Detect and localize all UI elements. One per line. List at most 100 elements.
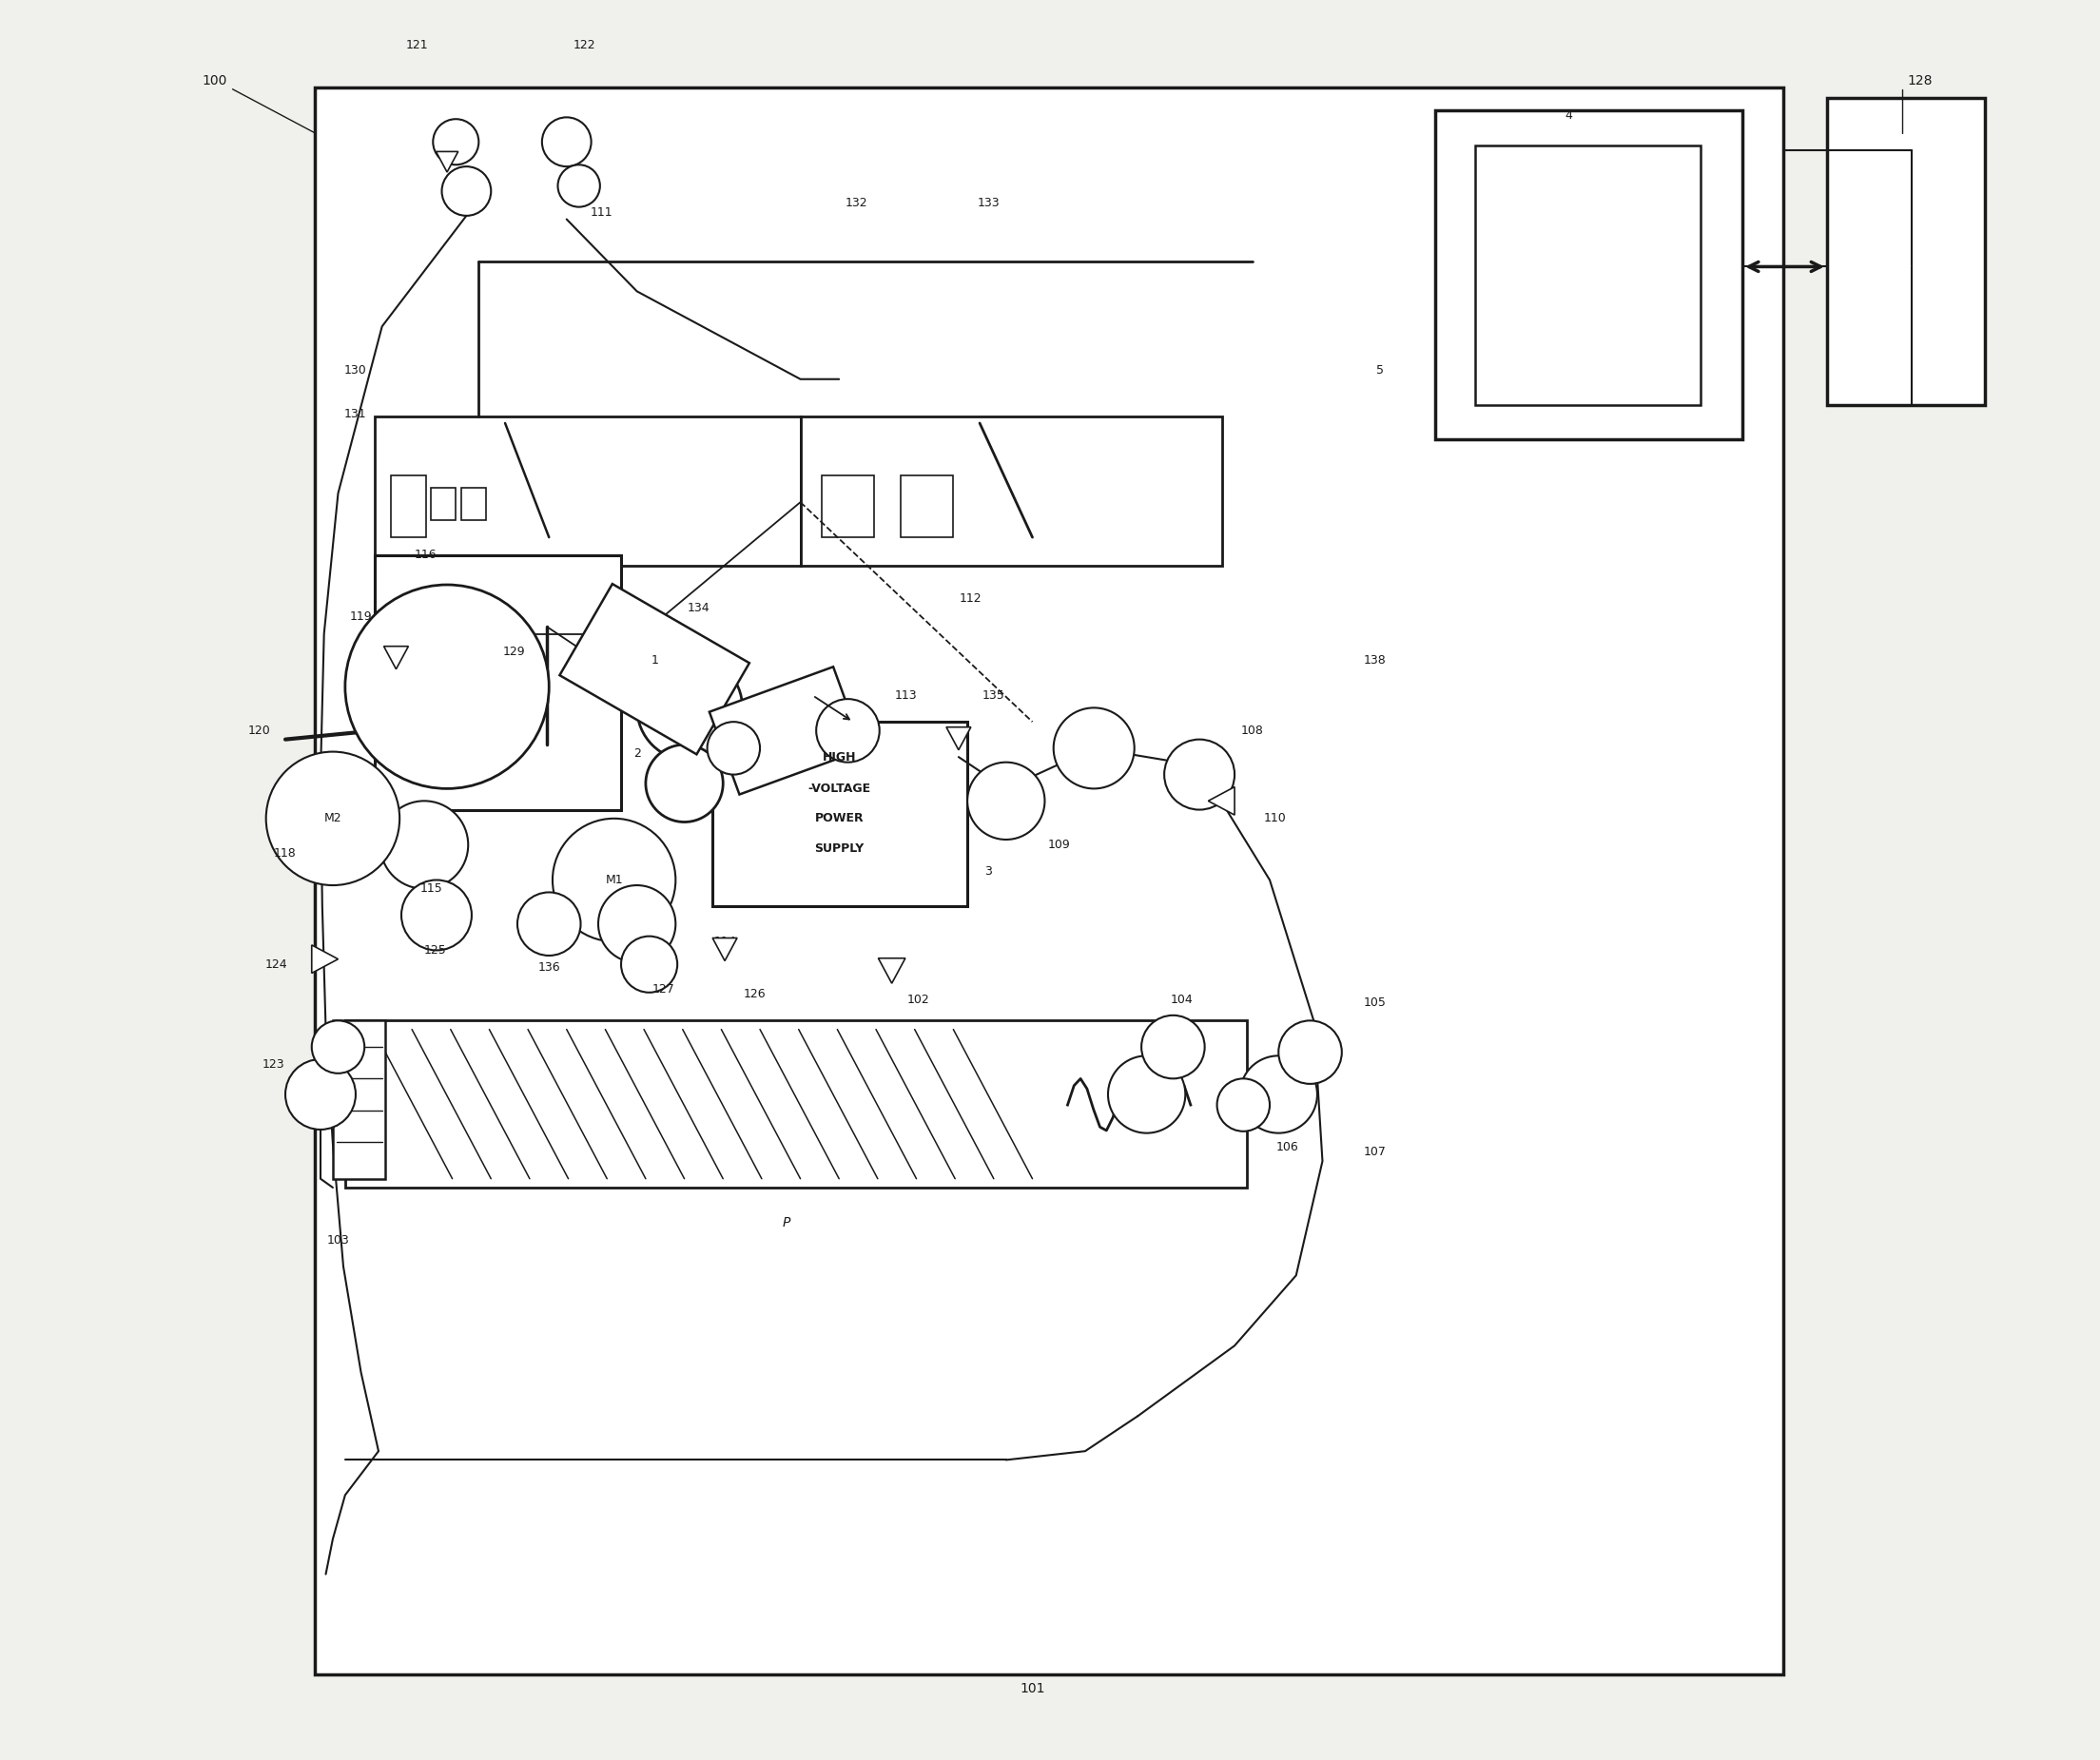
Text: 118: 118 [275, 848, 296, 861]
Bar [315, 88, 1783, 1674]
Circle shape [267, 752, 399, 885]
Text: 1: 1 [651, 655, 657, 667]
Text: 115: 115 [420, 882, 443, 896]
Circle shape [636, 655, 743, 760]
Circle shape [1239, 1056, 1317, 1133]
Text: SUPPLY: SUPPLY [815, 843, 863, 855]
Polygon shape [878, 957, 905, 984]
Polygon shape [712, 938, 737, 961]
Circle shape [433, 120, 479, 165]
Text: 109: 109 [1048, 840, 1071, 852]
Circle shape [552, 818, 676, 942]
Text: 134: 134 [687, 602, 710, 614]
Circle shape [286, 1060, 355, 1130]
Text: 136: 136 [538, 961, 561, 973]
Text: 107: 107 [1363, 1146, 1386, 1158]
Circle shape [708, 722, 760, 774]
Circle shape [311, 1021, 365, 1074]
Text: 103: 103 [328, 1234, 349, 1246]
Circle shape [622, 936, 678, 993]
Bar [430, 488, 456, 519]
Text: 5: 5 [1378, 364, 1384, 377]
Text: P: P [783, 1216, 790, 1228]
Circle shape [517, 892, 582, 956]
Circle shape [1142, 1016, 1205, 1079]
Polygon shape [559, 584, 750, 755]
Text: 130: 130 [344, 364, 368, 377]
Text: 112: 112 [960, 593, 983, 605]
Text: 111: 111 [590, 206, 613, 218]
Text: 113: 113 [895, 690, 918, 702]
Bar [1827, 99, 1984, 405]
Text: 102: 102 [907, 993, 930, 1005]
Polygon shape [384, 646, 407, 669]
Bar [821, 475, 874, 537]
Circle shape [1054, 708, 1134, 788]
Circle shape [817, 699, 880, 762]
Circle shape [968, 762, 1044, 840]
Text: 132: 132 [846, 197, 867, 209]
Text: 138: 138 [1363, 655, 1386, 667]
Circle shape [645, 744, 722, 822]
Text: 101: 101 [1021, 1683, 1046, 1695]
Text: 105: 105 [1363, 996, 1386, 1008]
Text: 116: 116 [414, 549, 437, 561]
Bar [1434, 111, 1743, 438]
Circle shape [441, 167, 491, 216]
Circle shape [401, 880, 472, 950]
Text: 127: 127 [651, 982, 674, 994]
Text: 114: 114 [714, 935, 735, 947]
Text: 122: 122 [573, 39, 596, 51]
Text: 123: 123 [262, 1058, 284, 1070]
Circle shape [559, 165, 601, 208]
Text: 133: 133 [976, 197, 1000, 209]
Text: 126: 126 [743, 987, 766, 1000]
Circle shape [1218, 1079, 1270, 1132]
Polygon shape [710, 667, 863, 794]
Polygon shape [311, 945, 338, 973]
Text: 121: 121 [405, 39, 428, 51]
Circle shape [664, 681, 716, 734]
Text: 131: 131 [344, 408, 368, 421]
Polygon shape [947, 727, 970, 750]
Bar [901, 475, 953, 537]
Text: 106: 106 [1277, 1140, 1298, 1153]
Text: M2: M2 [323, 813, 342, 825]
Text: POWER: POWER [815, 813, 863, 825]
Bar [462, 488, 485, 519]
Text: 120: 120 [248, 725, 271, 737]
Text: 129: 129 [502, 646, 525, 658]
Text: 100: 100 [202, 74, 227, 86]
Text: -VOLTAGE: -VOLTAGE [808, 783, 872, 796]
Bar [800, 415, 1222, 565]
Text: 2: 2 [634, 748, 640, 760]
Text: 124: 124 [265, 957, 288, 970]
Bar [407, 656, 487, 718]
Polygon shape [437, 151, 458, 172]
Circle shape [344, 584, 548, 788]
Text: 119: 119 [351, 611, 372, 623]
Circle shape [598, 885, 676, 963]
Circle shape [380, 801, 468, 889]
Text: 135: 135 [983, 690, 1006, 702]
Bar [391, 475, 426, 537]
Text: 125: 125 [424, 943, 445, 956]
Text: 128: 128 [1907, 74, 1932, 86]
Text: 3: 3 [985, 864, 991, 878]
Circle shape [1163, 739, 1235, 810]
Text: 104: 104 [1170, 993, 1193, 1005]
Bar [332, 1021, 386, 1179]
Polygon shape [1208, 787, 1235, 815]
Bar [376, 554, 622, 810]
Bar [1476, 146, 1701, 405]
Text: 110: 110 [1264, 813, 1287, 825]
Text: 108: 108 [1241, 725, 1264, 737]
Circle shape [542, 118, 592, 167]
Bar [344, 1021, 1247, 1188]
Circle shape [1279, 1021, 1342, 1084]
Text: 4: 4 [1564, 109, 1573, 121]
Circle shape [1109, 1056, 1184, 1133]
Bar [712, 722, 968, 906]
Text: M1: M1 [605, 873, 624, 887]
Bar [376, 415, 800, 565]
